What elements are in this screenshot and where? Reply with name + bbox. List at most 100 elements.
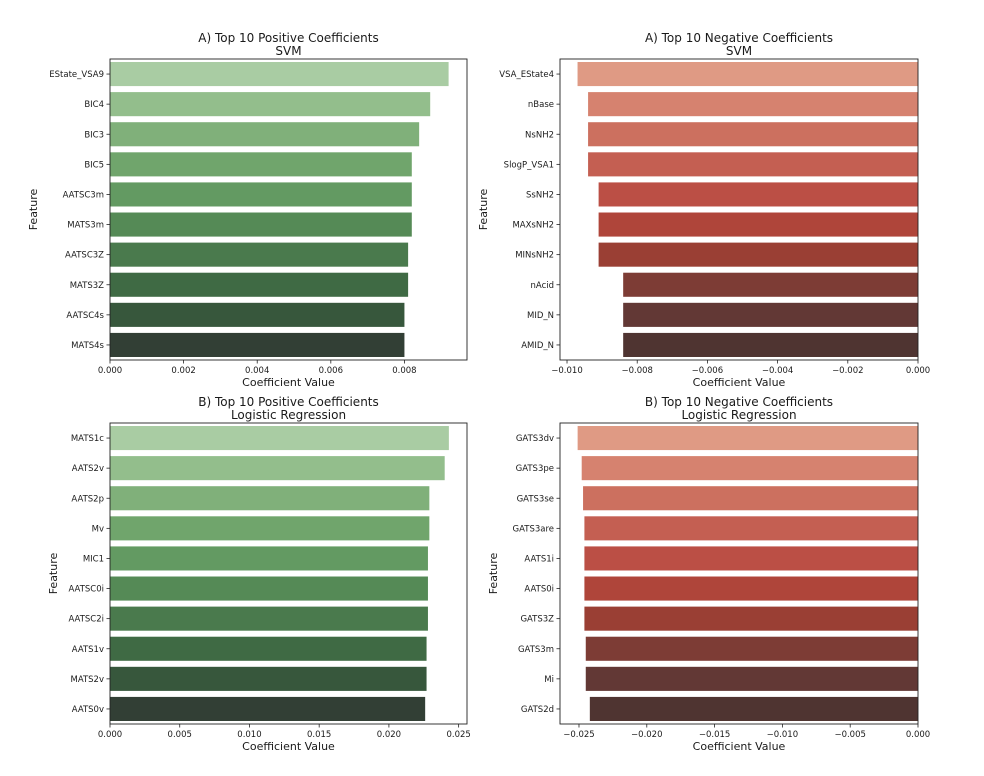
y-tick-label: GATS3are: [513, 524, 554, 534]
y-tick-label: MAXsNH2: [512, 221, 554, 231]
chart-subtitle: SVM: [275, 44, 301, 58]
bar-aats0i: [584, 576, 918, 601]
y-tick-label: MATS4s: [71, 341, 104, 351]
x-tick-label: −0.008: [621, 366, 652, 376]
y-tick-label: NsNH2: [525, 130, 554, 140]
bar-gats3pe: [581, 456, 918, 481]
y-tick-label: AATS0i: [524, 585, 554, 595]
plot-frame: [559, 422, 919, 725]
x-tick-label: −0.006: [692, 366, 723, 376]
bar-minsnh2: [598, 242, 918, 267]
y-tick-label: SlogP_VSA1: [504, 160, 554, 170]
y-tick-label: BIC5: [84, 160, 104, 170]
x-tick-label: 0.020: [377, 730, 401, 740]
bar-aats1i: [584, 546, 918, 571]
y-tick-label: nBase: [528, 100, 554, 110]
x-axis-label: Coefficient Value: [242, 740, 335, 753]
y-tick-label: GATS3dv: [516, 434, 554, 444]
y-tick-label: MATS1c: [71, 434, 104, 444]
x-tick-label: 0.008: [392, 366, 416, 376]
x-tick-label: 0.000: [906, 730, 930, 740]
x-tick-label: −0.015: [699, 730, 730, 740]
bar-mid_n: [623, 302, 918, 327]
y-tick-label: AATSC0i: [69, 585, 105, 595]
bar-gats3dv: [577, 426, 918, 451]
bar-nbase: [588, 92, 918, 117]
bar-mats1c: [110, 426, 449, 451]
bar-aats0v: [110, 696, 426, 721]
bar-aatsc4s: [110, 302, 405, 327]
chart-subtitle: SVM: [726, 44, 752, 58]
y-tick-label: GATS2d: [521, 705, 554, 715]
x-tick-label: 0.002: [171, 366, 195, 376]
bar-gats3z: [584, 606, 918, 631]
x-tick-label: 0.000: [98, 730, 122, 740]
y-tick-label: EState_VSA9: [49, 70, 104, 80]
bar-estate_vsa9: [110, 62, 449, 87]
bar-bic4: [110, 92, 431, 117]
x-tick-label: 0.025: [446, 730, 470, 740]
bar-mic1: [110, 546, 428, 571]
x-axis-label: Coefficient Value: [693, 376, 786, 389]
x-tick-label: −0.020: [631, 730, 662, 740]
bar-gats3m: [585, 636, 918, 661]
x-axis-label: Coefficient Value: [693, 740, 786, 753]
bar-bic3: [110, 122, 420, 147]
y-tick-label: MID_N: [527, 311, 554, 321]
bar-gats2d: [589, 696, 918, 721]
y-tick-label: VSA_EState4: [499, 70, 554, 80]
x-tick-label: 0.006: [319, 366, 343, 376]
x-tick-label: 0.005: [168, 730, 192, 740]
x-tick-label: −0.005: [834, 730, 865, 740]
y-tick-label: AATSC3Z: [65, 251, 104, 261]
y-tick-label: AATSC2i: [69, 615, 105, 625]
bar-mats3z: [110, 272, 409, 297]
bar-mi: [585, 666, 918, 691]
y-tick-label: AATS2p: [71, 494, 104, 504]
bar-nacid: [623, 272, 918, 297]
y-tick-label: MATS3m: [67, 221, 104, 231]
y-tick-label: BIC4: [84, 100, 104, 110]
bar-aats1v: [110, 636, 427, 661]
bar-vsa_estate4: [577, 62, 918, 87]
plot-frame: [109, 58, 468, 361]
y-axis-label: Feature: [487, 552, 500, 594]
bar-aatsc2i: [110, 606, 428, 631]
y-tick-label: AATS1v: [72, 645, 104, 655]
bar-mats2v: [110, 666, 427, 691]
y-tick-label: Mv: [92, 524, 104, 534]
y-tick-label: AATSC4s: [66, 311, 104, 321]
y-tick-label: Mi: [544, 675, 554, 685]
x-tick-label: −0.010: [551, 366, 582, 376]
bar-ssnh2: [598, 182, 918, 207]
bar-bic5: [110, 152, 412, 177]
x-axis-label: Coefficient Value: [242, 376, 335, 389]
y-axis-label: Feature: [47, 552, 60, 594]
y-tick-label: SsNH2: [526, 190, 554, 200]
y-tick-label: MATS3Z: [70, 281, 104, 291]
chart-subtitle: Logistic Regression: [231, 408, 346, 422]
y-tick-label: AATSC3m: [63, 190, 104, 200]
bar-mats4s: [110, 332, 405, 357]
y-tick-label: GATS3pe: [516, 464, 554, 474]
x-tick-label: 0.004: [245, 366, 269, 376]
bar-aatsc0i: [110, 576, 428, 601]
y-tick-label: AATS2v: [72, 464, 104, 474]
x-tick-label: 0.000: [98, 366, 122, 376]
chart-title: A) Top 10 Negative Coefficients: [645, 31, 833, 45]
y-tick-label: AATS0v: [72, 705, 104, 715]
y-tick-label: GATS3m: [518, 645, 554, 655]
bar-gats3are: [584, 516, 918, 541]
chart-title: B) Top 10 Negative Coefficients: [645, 395, 833, 409]
chart-title: B) Top 10 Positive Coefficients: [198, 395, 379, 409]
y-tick-label: AMID_N: [521, 341, 554, 351]
plot-frame: [109, 422, 468, 725]
bar-aatsc3m: [110, 182, 412, 207]
y-axis-label: Feature: [477, 188, 490, 230]
bar-aats2v: [110, 456, 445, 481]
y-tick-label: MIC1: [83, 554, 104, 564]
bar-mats3m: [110, 212, 412, 237]
x-tick-label: 0.000: [906, 366, 930, 376]
bar-nsnh2: [588, 122, 918, 147]
